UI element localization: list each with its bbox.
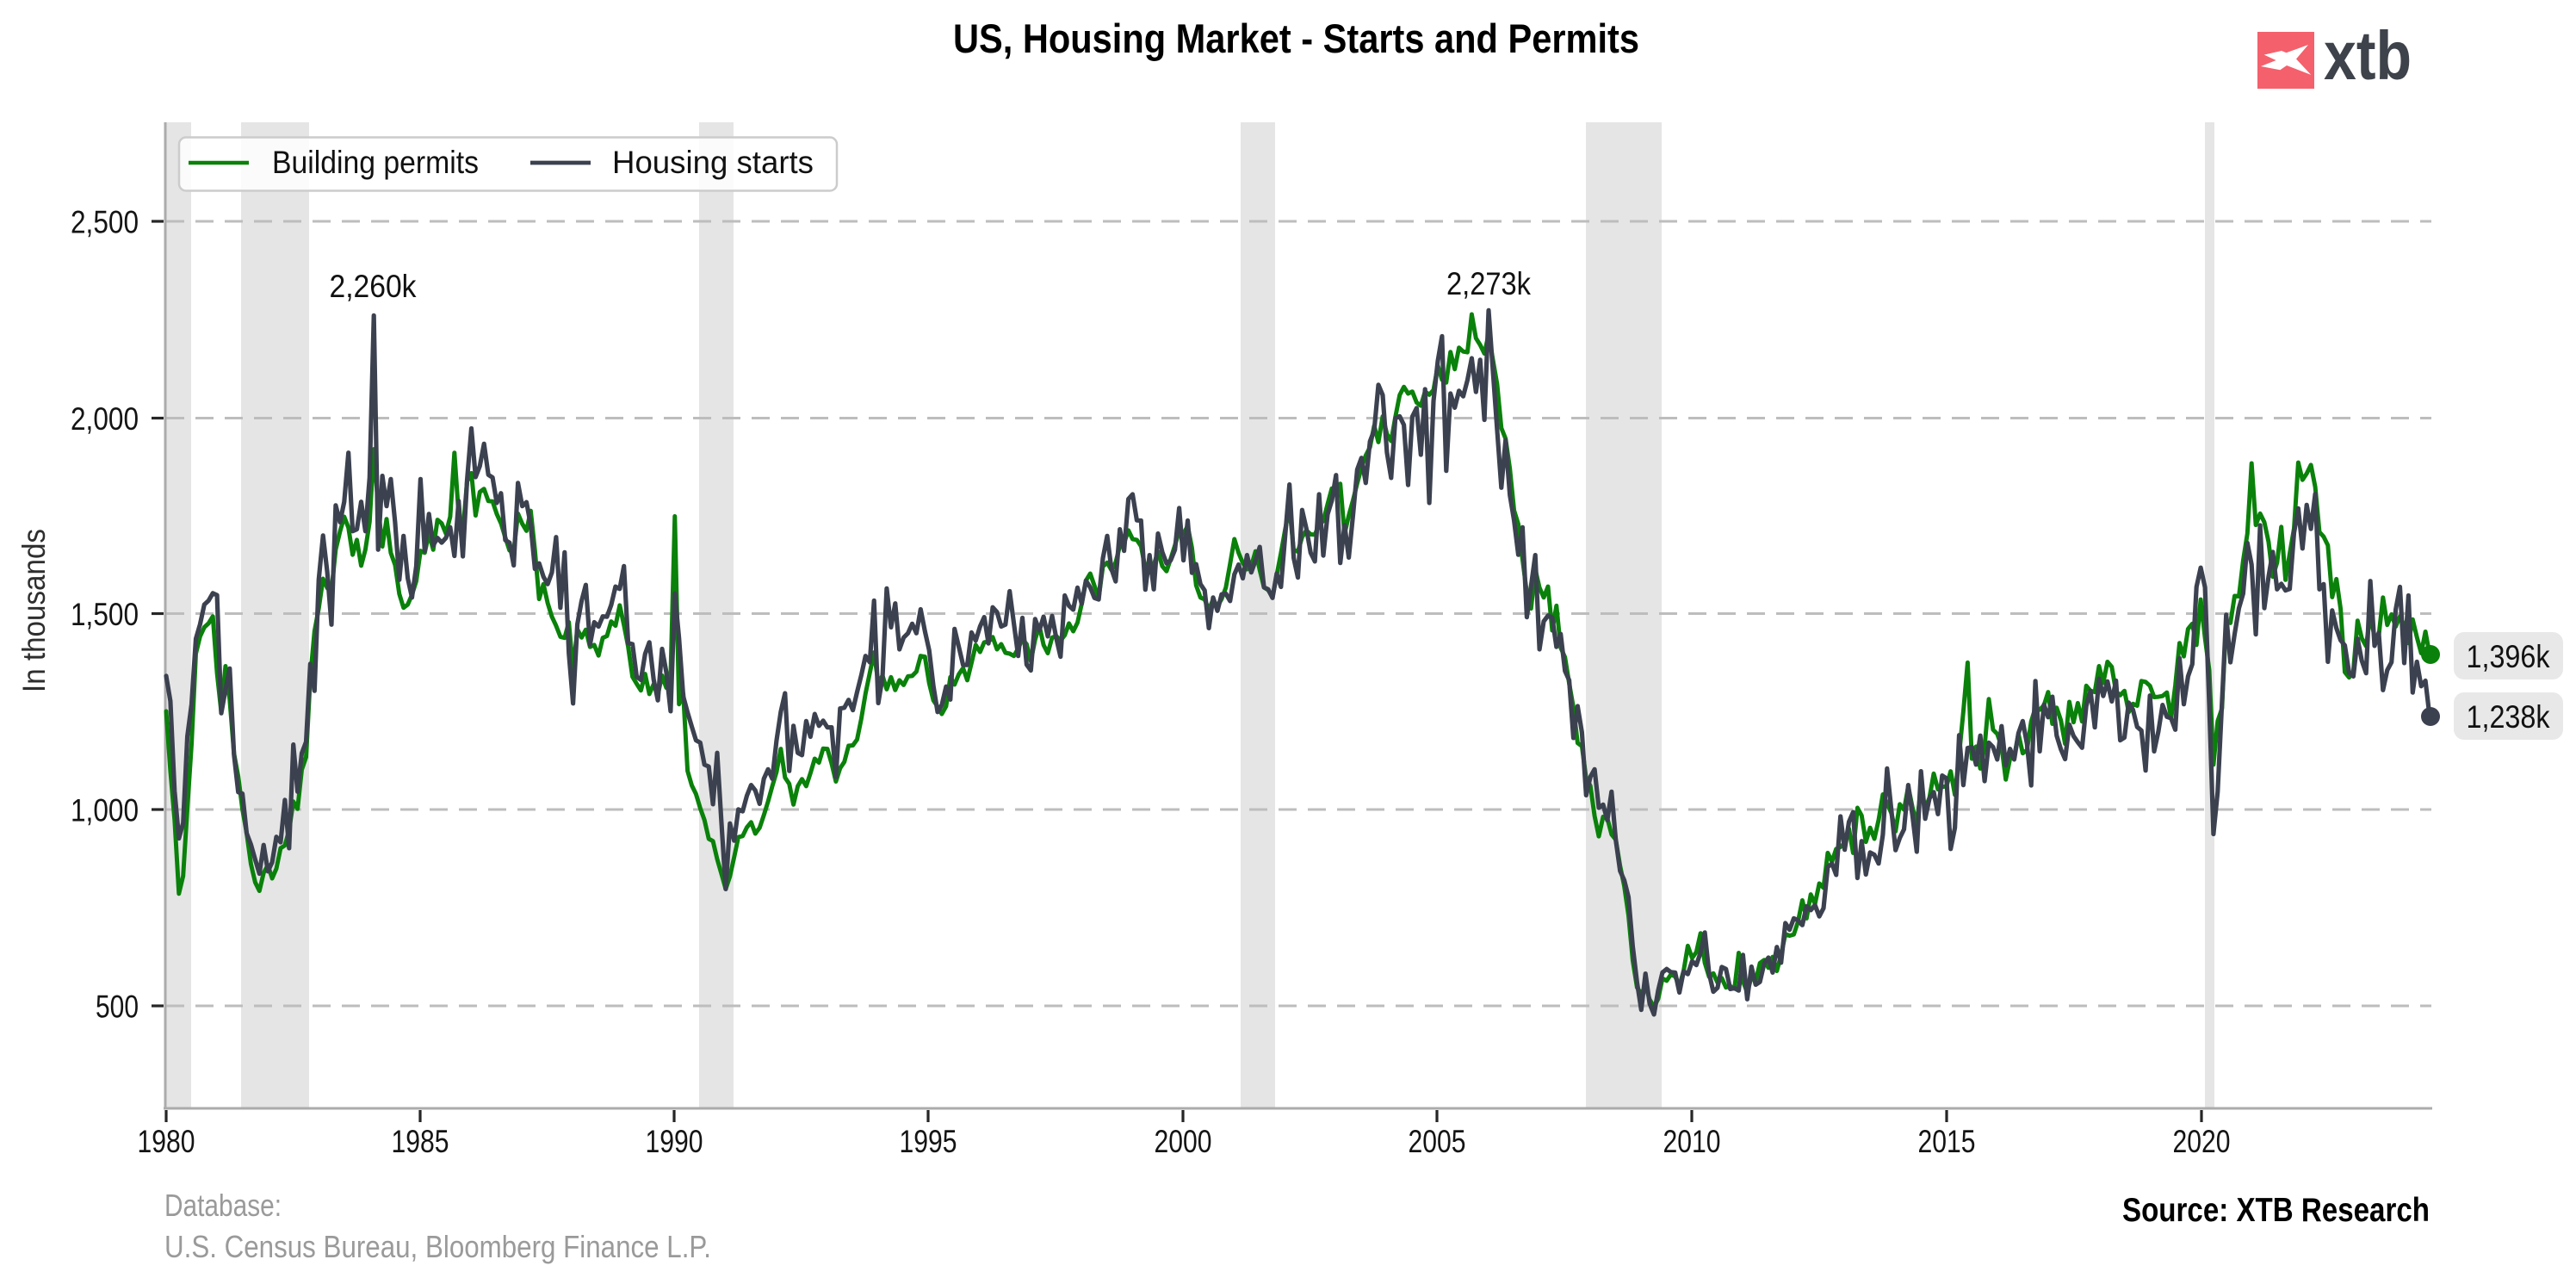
svg-text:2000: 2000 (1155, 1124, 1212, 1159)
svg-text:2,273k: 2,273k (1446, 266, 1531, 301)
svg-text:1995: 1995 (900, 1124, 957, 1159)
svg-text:Source: XTB Research: Source: XTB Research (2122, 1192, 2430, 1229)
svg-text:2005: 2005 (1409, 1124, 1466, 1159)
svg-text:1,000: 1,000 (71, 793, 139, 828)
svg-text:2010: 2010 (1663, 1124, 1721, 1159)
svg-text:2020: 2020 (2173, 1124, 2231, 1159)
svg-text:1990: 1990 (646, 1124, 703, 1159)
svg-text:2,500: 2,500 (71, 205, 139, 240)
svg-text:1,238k: 1,238k (2467, 699, 2550, 735)
svg-text:2,000: 2,000 (71, 401, 139, 437)
svg-text:Housing starts: Housing starts (612, 145, 814, 180)
svg-text:2015: 2015 (1918, 1124, 1976, 1159)
svg-text:Database:: Database: (164, 1188, 282, 1223)
svg-text:xtb: xtb (2324, 17, 2412, 94)
svg-text:1985: 1985 (392, 1124, 449, 1159)
svg-text:US, Housing Market - Starts an: US, Housing Market - Starts and Permits (953, 16, 1639, 62)
svg-text:In thousands: In thousands (16, 529, 52, 692)
svg-text:Building permits: Building permits (272, 145, 479, 180)
svg-text:2,260k: 2,260k (330, 269, 417, 304)
svg-text:1980: 1980 (138, 1124, 195, 1159)
svg-text:1,500: 1,500 (71, 597, 139, 632)
svg-text:500: 500 (96, 990, 139, 1025)
svg-text:U.S. Census Bureau, Bloomberg: U.S. Census Bureau, Bloomberg Finance L.… (164, 1229, 711, 1264)
svg-text:1,396k: 1,396k (2467, 639, 2550, 674)
